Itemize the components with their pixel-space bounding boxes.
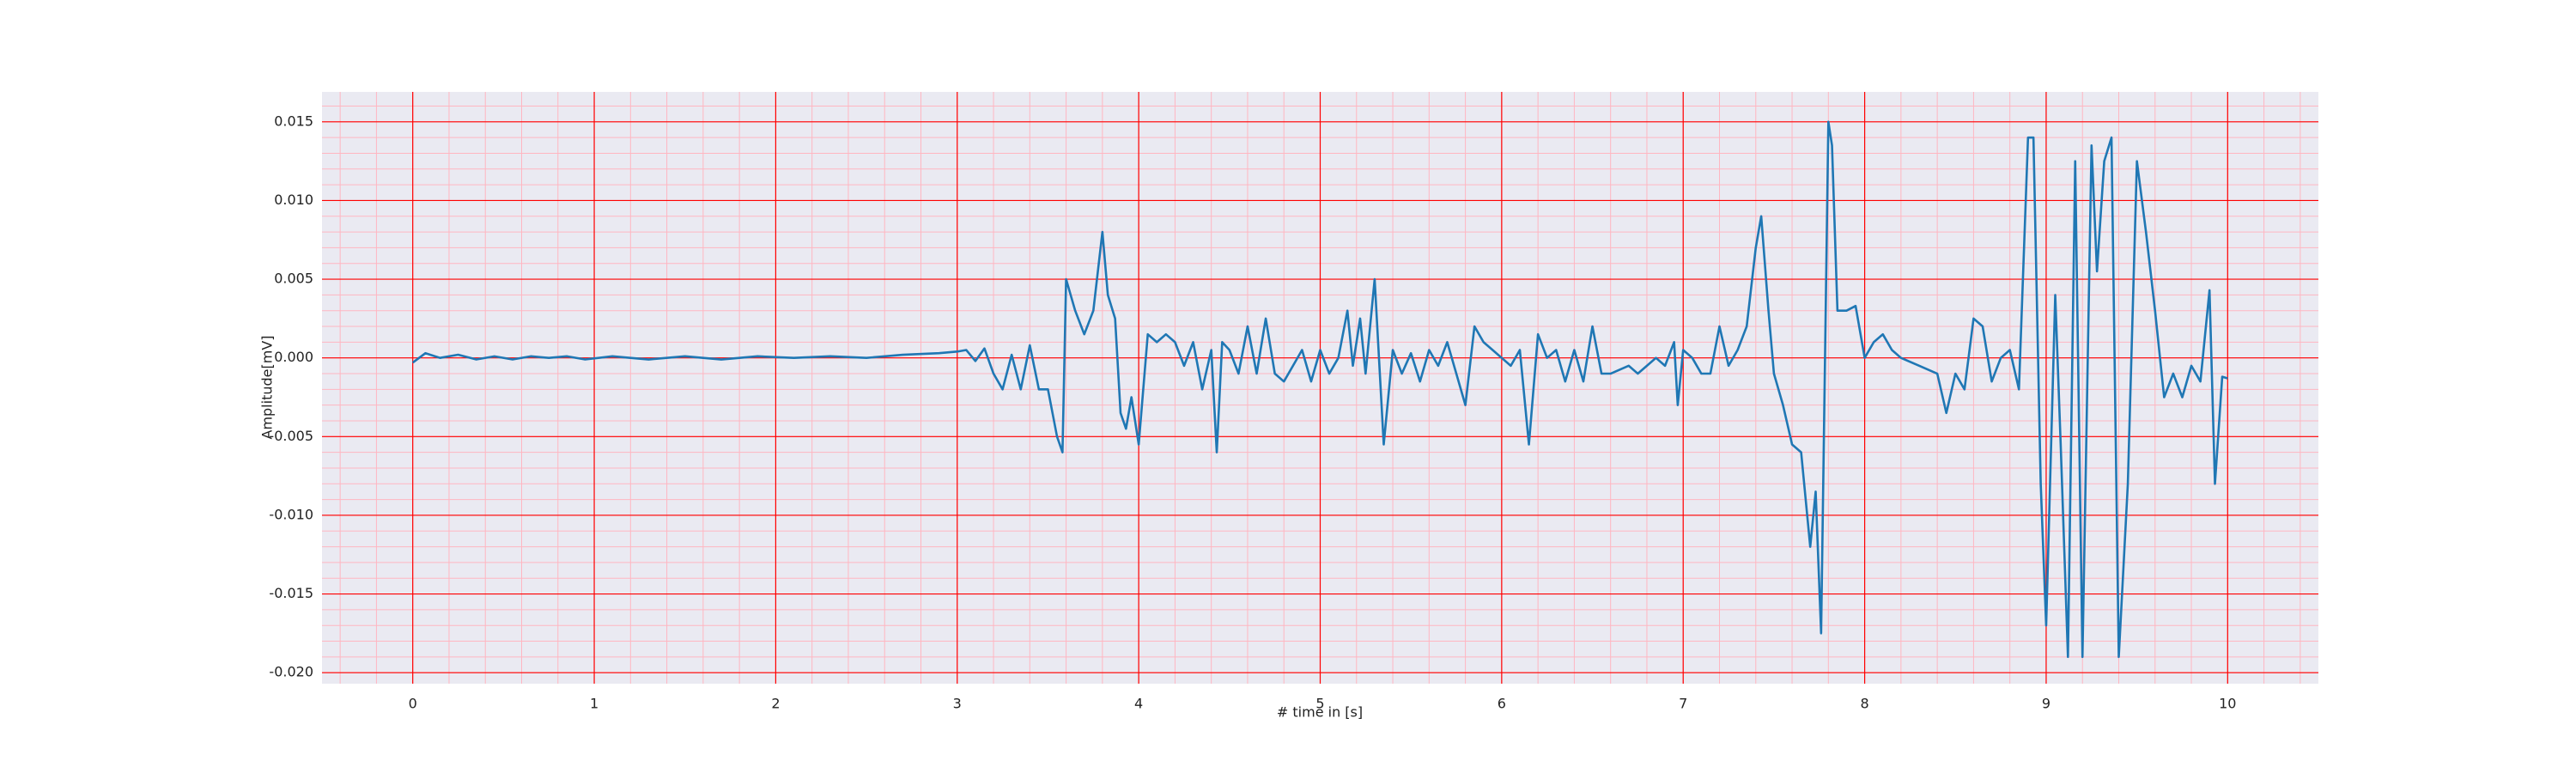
x-tick-label: 7 <box>1679 696 1687 712</box>
y-tick-label: 0.000 <box>274 349 313 365</box>
y-tick-label: 0.015 <box>274 113 313 129</box>
y-tick-label: -0.005 <box>269 428 313 444</box>
x-tick-label: 3 <box>953 696 962 712</box>
x-tick-label: 9 <box>2042 696 2050 712</box>
y-tick-label: 0.005 <box>274 271 313 287</box>
x-tick-label: 4 <box>1134 696 1143 712</box>
x-tick-label: 0 <box>409 696 417 712</box>
grid <box>322 92 2318 684</box>
y-tick-label: -0.015 <box>269 585 313 601</box>
marks <box>411 120 2228 659</box>
y-tick-label: -0.020 <box>269 664 313 680</box>
x-tick-label: 8 <box>1860 696 1868 712</box>
x-tick-label: 6 <box>1498 696 1506 712</box>
x-tick-label: 1 <box>590 696 598 712</box>
x-axis-label: # time in [s] <box>1277 704 1363 721</box>
y-tick-label: -0.010 <box>269 506 313 522</box>
x-tick-label: 10 <box>2219 696 2236 712</box>
signal-line <box>411 120 2228 659</box>
y-axis-label: Amplitude[mV] <box>259 335 276 439</box>
y-tick-label: 0.010 <box>274 192 313 208</box>
x-tick-label: 5 <box>1315 696 1324 712</box>
x-tick-label: 2 <box>771 696 780 712</box>
